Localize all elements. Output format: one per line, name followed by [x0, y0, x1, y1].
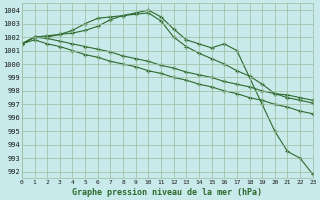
- X-axis label: Graphe pression niveau de la mer (hPa): Graphe pression niveau de la mer (hPa): [72, 188, 262, 197]
